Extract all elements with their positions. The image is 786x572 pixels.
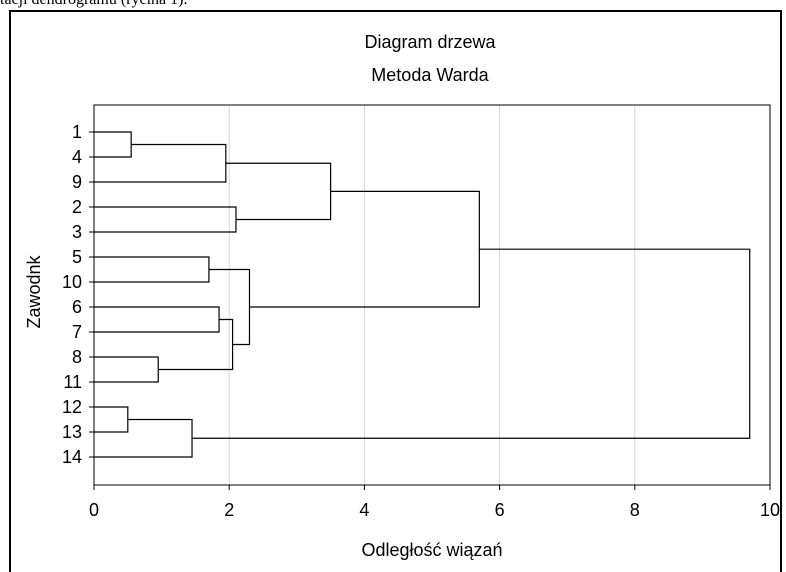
y-tick-label: 5 — [72, 247, 82, 267]
y-tick-label: 7 — [72, 322, 82, 342]
dendrogram-link — [225, 162, 332, 221]
y-tick-label: 3 — [72, 222, 82, 242]
plot-area — [93, 104, 771, 486]
y-tick-label: 4 — [72, 147, 82, 167]
document-caption: tacji dendrogramu (rycina 1). — [0, 0, 187, 9]
y-tick-label: 6 — [72, 297, 82, 317]
y-tick-label: 12 — [62, 397, 82, 417]
x-axis-label: Odległość wiązań — [361, 540, 502, 560]
grid-lines — [228, 105, 636, 485]
chart-title: Diagram drzewa — [364, 32, 496, 52]
y-tick-label: 10 — [62, 272, 82, 292]
figure-frame — [9, 10, 782, 572]
dendrogram-link — [94, 256, 210, 283]
y-tick-label: 11 — [63, 372, 82, 392]
dendrogram-links — [94, 131, 751, 458]
x-tick-label: 10 — [760, 500, 780, 520]
y-tick-label: 14 — [62, 447, 82, 467]
y-tick-label: 2 — [72, 197, 82, 217]
dendrogram-link — [94, 306, 220, 333]
y-tick-label: 1 — [72, 122, 82, 142]
x-tick-label: 6 — [495, 500, 505, 520]
x-tick-label: 2 — [224, 500, 234, 520]
y-tick-label: 13 — [62, 422, 82, 442]
dendrogram-link — [94, 418, 193, 458]
dendrogram-link — [94, 131, 132, 158]
dendrogram-link — [158, 318, 234, 371]
y-tick-label: 8 — [72, 347, 82, 367]
x-tick-label: 0 — [89, 500, 99, 520]
dendrogram-link — [94, 206, 237, 233]
x-tick-label: 8 — [630, 500, 640, 520]
dendrogram-link — [94, 356, 159, 383]
x-tick-label: 4 — [359, 500, 369, 520]
dendrogram-link — [94, 143, 227, 183]
dendrogram-link — [94, 406, 129, 433]
x-axis: 0 2 4 6 8 10 — [89, 485, 780, 520]
y-axis-label: Zawodnk — [24, 254, 44, 328]
y-tick-label: 9 — [72, 172, 82, 192]
dendrogram-link — [192, 248, 751, 439]
chart-subtitle: Metoda Warda — [371, 65, 489, 85]
